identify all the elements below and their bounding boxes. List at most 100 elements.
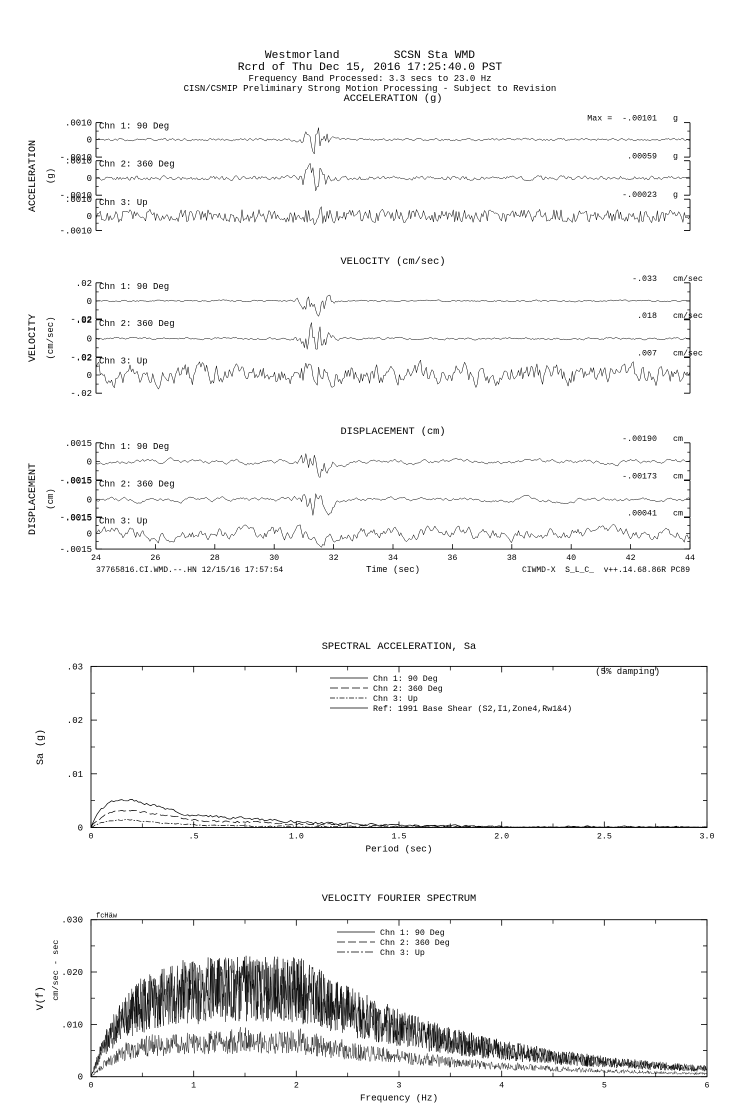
svg-text:SPECTRAL ACCELERATION, Sa: SPECTRAL ACCELERATION, Sa: [322, 641, 476, 653]
svg-text:0: 0: [87, 495, 92, 505]
svg-text:Chn 2: 360 Deg: Chn 2: 360 Deg: [99, 319, 175, 329]
svg-text:V(f): V(f): [35, 986, 47, 1010]
svg-text:DISPLACEMENT: DISPLACEMENT: [28, 463, 39, 535]
svg-text:-.00173: -.00173: [622, 473, 657, 482]
svg-text:-.0015: -.0015: [60, 545, 92, 555]
svg-text:38: 38: [507, 554, 517, 563]
svg-text:.030: .030: [61, 916, 83, 926]
svg-text:g: g: [673, 115, 678, 124]
svg-text:-.033: -.033: [632, 275, 657, 284]
svg-text:Frequency (Hz): Frequency (Hz): [360, 1093, 438, 1104]
svg-text:Chn 3: Up: Chn 3: Up: [373, 694, 418, 704]
svg-text:Chn 1: 90 Deg: Chn 1: 90 Deg: [380, 928, 445, 938]
svg-text:.0015: .0015: [65, 477, 92, 487]
svg-text:0: 0: [87, 297, 92, 307]
svg-text:ACCELERATION (g): ACCELERATION (g): [344, 93, 443, 105]
svg-text:Chn 1: 90 Deg: Chn 1: 90 Deg: [99, 282, 169, 292]
svg-text:VELOCITY: VELOCITY: [28, 314, 39, 362]
svg-text:Chn 3: Up: Chn 3: Up: [99, 517, 148, 527]
svg-text:.01: .01: [67, 770, 83, 780]
svg-text:3.0: 3.0: [700, 833, 715, 842]
svg-text:cm/sec: cm/sec: [673, 311, 703, 321]
svg-text:-.00023: -.00023: [622, 191, 657, 200]
svg-text:1.5: 1.5: [392, 833, 407, 842]
svg-text:32: 32: [329, 554, 339, 563]
svg-text:2.5: 2.5: [597, 833, 612, 842]
svg-text:0: 0: [87, 335, 92, 345]
svg-text:.020: .020: [61, 968, 83, 978]
svg-text:.02: .02: [76, 279, 92, 289]
svg-text:.0015: .0015: [65, 514, 92, 524]
svg-text:Rcrd of Thu Dec 15, 2016 17:25: Rcrd of Thu Dec 15, 2016 17:25:40.0 PST: [238, 62, 503, 74]
svg-text:.0010: .0010: [65, 157, 92, 167]
svg-text:cm: cm: [673, 435, 683, 444]
svg-text:-.0010: -.0010: [60, 227, 92, 237]
svg-text:Chn 2: 360 Deg: Chn 2: 360 Deg: [373, 684, 443, 694]
svg-text:Chn 1: 90 Deg: Chn 1: 90 Deg: [99, 442, 169, 452]
svg-text:.02: .02: [76, 354, 92, 364]
svg-text:34: 34: [388, 554, 398, 563]
svg-text:.02: .02: [67, 716, 83, 726]
svg-text:24: 24: [91, 554, 101, 563]
svg-text:.03: .03: [67, 662, 83, 672]
svg-text:Ref: 1991 Base Shear (S2,I1,Zo: Ref: 1991 Base Shear (S2,I1,Zone4,Rw1&4): [373, 704, 572, 714]
svg-text:42: 42: [626, 554, 636, 563]
svg-text:Chn 1: 90 Deg: Chn 1: 90 Deg: [99, 122, 169, 132]
svg-text:.0015: .0015: [65, 439, 92, 449]
svg-text:Chn 3: Up: Chn 3: Up: [99, 357, 148, 367]
svg-text:0: 0: [87, 136, 92, 146]
svg-text:2: 2: [294, 1082, 299, 1091]
svg-text:(cm/sec): (cm/sec): [46, 316, 56, 359]
svg-text:.0010: .0010: [65, 195, 92, 205]
svg-text:Chn 2: 360 Deg: Chn 2: 360 Deg: [99, 160, 175, 170]
svg-text:0: 0: [89, 833, 94, 842]
svg-text:(cm): (cm): [46, 488, 56, 510]
svg-text:37765816.CI.WMD.--.HN 12/15/16: 37765816.CI.WMD.--.HN 12/15/16 17:57:54: [96, 566, 283, 575]
svg-text:.00059: .00059: [627, 153, 657, 162]
svg-text:4: 4: [499, 1082, 504, 1091]
svg-text:0: 0: [89, 1082, 94, 1091]
svg-text:.02: .02: [76, 316, 92, 326]
svg-text:g: g: [673, 191, 678, 200]
svg-text:.0010: .0010: [65, 119, 92, 129]
svg-text:ACCELERATION: ACCELERATION: [28, 140, 39, 212]
svg-text:VELOCITY FOURIER SPECTRUM: VELOCITY FOURIER SPECTRUM: [322, 893, 476, 905]
svg-text:(g): (g): [46, 168, 56, 184]
svg-text:VELOCITY (cm/sec): VELOCITY (cm/sec): [340, 256, 445, 268]
svg-text:cm: cm: [673, 510, 683, 519]
svg-text:.018: .018: [637, 312, 657, 321]
svg-text:0: 0: [87, 458, 92, 468]
svg-text:36: 36: [447, 554, 457, 563]
svg-text:.010: .010: [61, 1020, 83, 1030]
svg-text:.007: .007: [637, 350, 657, 359]
svg-text:1.0: 1.0: [289, 833, 304, 842]
svg-text:fcHäw: fcHäw: [96, 913, 118, 921]
svg-text:(5% damping): (5% damping): [595, 667, 660, 677]
svg-text:cm/sec - sec: cm/sec - sec: [51, 940, 61, 1001]
svg-text:Chn 1: 90 Deg: Chn 1: 90 Deg: [373, 674, 438, 684]
svg-text:0: 0: [87, 530, 92, 540]
svg-text:Chn 3: Up: Chn 3: Up: [380, 948, 425, 958]
svg-text:-.00190: -.00190: [622, 435, 657, 444]
svg-text:Chn 2: 360 Deg: Chn 2: 360 Deg: [380, 938, 450, 948]
svg-text:0: 0: [87, 174, 92, 184]
svg-text:.5: .5: [189, 833, 199, 842]
svg-text:0: 0: [78, 1073, 83, 1083]
svg-text:0: 0: [87, 212, 92, 222]
svg-text:Chn 3: Up: Chn 3: Up: [99, 198, 148, 208]
svg-text:0: 0: [78, 824, 83, 834]
svg-text:0: 0: [87, 371, 92, 381]
svg-text:DISPLACEMENT (cm): DISPLACEMENT (cm): [340, 426, 445, 438]
svg-text:cm/sec: cm/sec: [673, 274, 703, 284]
svg-text:Chn 2: 360 Deg: Chn 2: 360 Deg: [99, 480, 175, 490]
svg-text:44: 44: [685, 554, 695, 563]
svg-text:26: 26: [150, 554, 160, 563]
svg-text:cm/sec: cm/sec: [673, 349, 703, 359]
svg-text:3: 3: [397, 1082, 402, 1091]
svg-text:Frequency Band Processed: 3.3: Frequency Band Processed: 3.3 secs to 23…: [248, 74, 491, 84]
svg-text:40: 40: [566, 554, 576, 563]
svg-text:Sa (g): Sa (g): [35, 729, 47, 765]
svg-text:g: g: [673, 153, 678, 162]
svg-text:30: 30: [269, 554, 279, 563]
svg-text:Time (sec): Time (sec): [366, 565, 420, 575]
